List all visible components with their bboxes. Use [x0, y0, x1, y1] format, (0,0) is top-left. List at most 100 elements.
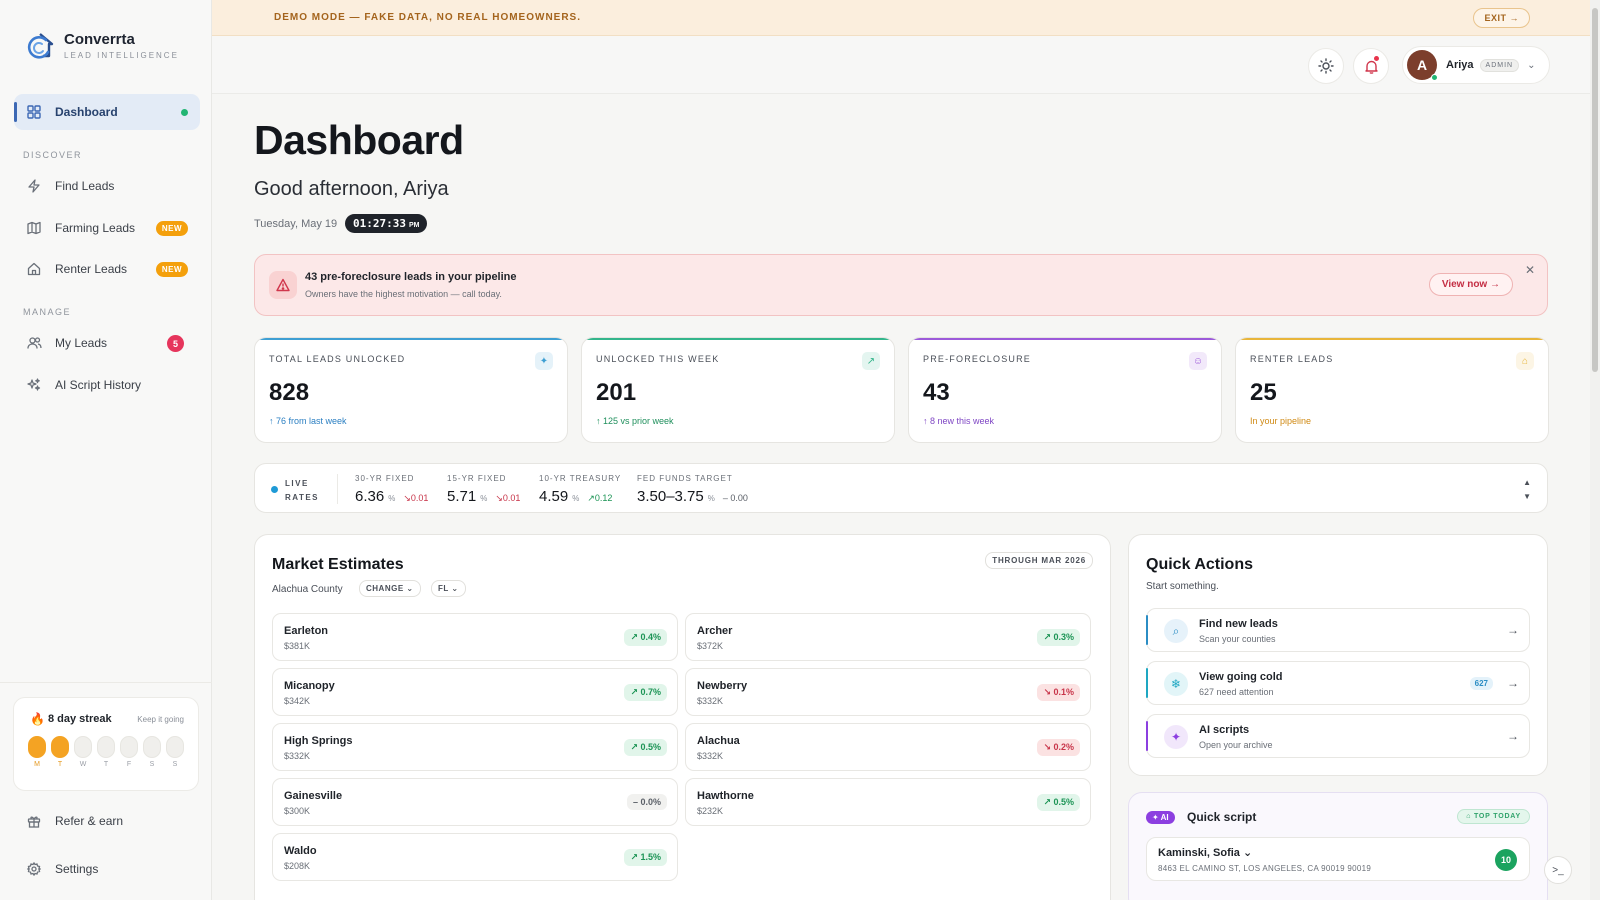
quick-action-accent	[1146, 721, 1148, 751]
section-label-discover: DISCOVER	[23, 150, 83, 160]
sidebar-item-my-leads[interactable]: My Leads 5	[14, 325, 200, 361]
market-estimates-card: Market Estimates Alachua County CHANGE ⌄…	[254, 534, 1111, 900]
notifications-button[interactable]	[1353, 48, 1389, 84]
stat-value: 25	[1250, 379, 1277, 406]
app-logo[interactable]: Converrta LEAD INTELLIGENCE	[24, 30, 179, 62]
user-menu[interactable]: A Ariya ADMIN ⌄	[1402, 46, 1550, 84]
quick-action-item[interactable]: ✦ AI scripts Open your archive →	[1146, 714, 1530, 758]
stat-accent-bar	[582, 338, 894, 340]
streak-card: 🔥 8 day streak Keep it going M T W T F S S	[13, 697, 199, 791]
rate-unit: %	[480, 494, 488, 503]
quick-action-item[interactable]: ❄ View going cold 627 need attention → 627	[1146, 661, 1530, 705]
market-city-name: High Springs	[284, 735, 353, 747]
alert-subtitle: Owners have the highest motivation — cal…	[305, 289, 502, 299]
demo-banner: DEMO MODE — FAKE DATA, NO REAL HOMEOWNER…	[212, 0, 1590, 36]
live-indicator-dot	[271, 486, 278, 493]
bell-icon	[1364, 60, 1378, 74]
market-item[interactable]: Waldo $208K ↗ 1.5%	[272, 833, 678, 881]
market-item[interactable]: High Springs $332K ↗ 0.5%	[272, 723, 678, 771]
search-icon: ⌕	[1164, 619, 1188, 643]
market-change-badge: ↗ 0.4%	[624, 629, 667, 646]
sidebar-item-renter-leads[interactable]: Renter Leads NEW	[14, 251, 200, 287]
quick-action-subtitle: 627 need attention	[1199, 687, 1274, 697]
sidebar-item-settings[interactable]: Settings	[14, 851, 200, 887]
market-city-name: Waldo	[284, 845, 317, 857]
role-badge: ADMIN	[1479, 58, 1520, 72]
sidebar-item-label: Find Leads	[55, 179, 115, 193]
market-city-price: $300K	[284, 806, 311, 816]
market-item[interactable]: Hawthorne $232K ↗ 0.5%	[685, 778, 1091, 826]
streak-day: T	[51, 736, 69, 768]
rate-line: 4.59% ↗0.12	[539, 488, 621, 505]
rate-item: 10-YR TREASURY 4.59% ↗0.12	[539, 474, 621, 505]
market-item[interactable]: Alachua $332K ↘ 0.2%	[685, 723, 1091, 771]
sparkles-icon: ✦	[1164, 725, 1188, 749]
scrollbar[interactable]	[1590, 0, 1600, 900]
app-tagline: LEAD INTELLIGENCE	[64, 51, 179, 60]
streak-day: W	[74, 736, 92, 768]
stat-icon: ☺	[1189, 352, 1207, 370]
sidebar-item-find-leads[interactable]: Find Leads	[14, 168, 200, 204]
market-item[interactable]: Archer $372K ↗ 0.3%	[685, 613, 1091, 661]
market-change-badge: ↗ 1.5%	[624, 849, 667, 866]
arrow-right-icon: →	[1507, 676, 1519, 690]
view-now-button[interactable]: View now →	[1428, 273, 1513, 296]
quick-action-title: Find new leads	[1199, 618, 1278, 630]
streak-pill	[120, 736, 138, 758]
live-rates-label: LIVE RATES	[285, 477, 319, 505]
change-select[interactable]: CHANGE ⌄	[359, 580, 421, 597]
stat-label: TOTAL LEADS UNLOCKED	[269, 354, 406, 364]
market-item[interactable]: Earleton $381K ↗ 0.4%	[272, 613, 678, 661]
lead-name: Kaminski, Sofia ⌄	[1158, 847, 1253, 859]
map-icon	[26, 220, 42, 236]
market-item[interactable]: Gainesville $300K – 0.0%	[272, 778, 678, 826]
market-item[interactable]: Newberry $332K ↘ 0.1%	[685, 668, 1091, 716]
chevron-down-icon: ⌄	[1527, 59, 1536, 71]
state-select[interactable]: FL ⌄	[431, 580, 466, 597]
script-lead-select[interactable]: Kaminski, Sofia ⌄ 8463 EL CAMINO ST, LOS…	[1146, 837, 1530, 881]
chevron-up-icon[interactable]: ▲	[1523, 478, 1531, 487]
stat-subtext: In your pipeline	[1250, 416, 1312, 426]
live-rates-bar: LIVE RATES 30-YR FIXED 6.36% ↘0.01 15-YR FI…	[254, 463, 1548, 513]
stat-accent-bar	[1236, 338, 1548, 340]
market-item[interactable]: Micanopy $342K ↗ 0.7%	[272, 668, 678, 716]
quick-action-accent	[1146, 615, 1148, 645]
sidebar: Converrta LEAD INTELLIGENCE Dashboard DI…	[0, 0, 212, 900]
stat-card-renter-leads[interactable]: RENTER LEADS 25 In your pipeline ⌂	[1235, 337, 1549, 443]
streak-day-letter: S	[149, 761, 155, 768]
arrow-right-icon: →	[1507, 729, 1519, 743]
rates-scroll-control[interactable]: ▲ ▼	[1523, 476, 1531, 504]
theme-toggle-button[interactable]	[1308, 48, 1344, 84]
sidebar-item-refer-earn[interactable]: Refer & earn	[14, 803, 200, 839]
stat-subtext: ↑ 8 new this week	[923, 416, 995, 426]
gear-icon	[26, 861, 42, 877]
quick-action-item[interactable]: ⌕ Find new leads Scan your counties →	[1146, 608, 1530, 652]
avatar-initial: A	[1416, 57, 1428, 73]
close-icon[interactable]: ✕	[1524, 263, 1535, 277]
scrollbar-thumb[interactable]	[1592, 8, 1598, 372]
chevron-down-icon[interactable]: ▼	[1523, 492, 1531, 501]
stat-label: PRE-FORECLOSURE	[923, 354, 1032, 364]
streak-pill	[74, 736, 92, 758]
sidebar-item-ai-script-history[interactable]: AI Script History	[14, 367, 200, 403]
market-city-price: $208K	[284, 861, 311, 871]
lead-score-badge: 10	[1495, 849, 1517, 871]
stat-card-total-leads[interactable]: TOTAL LEADS UNLOCKED 828 ↑ 76 from last we…	[254, 337, 568, 443]
sidebar-item-farming-leads[interactable]: Farming Leads NEW	[14, 210, 200, 246]
sidebar-item-label: Refer & earn	[55, 814, 124, 828]
stat-card-pre-foreclosure[interactable]: PRE-FORECLOSURE 43 ↑ 8 new this week ☺	[908, 337, 1222, 443]
sidebar-item-dashboard[interactable]: Dashboard	[14, 94, 200, 130]
stat-card-this-week[interactable]: UNLOCKED THIS WEEK 201 ↑ 125 vs prior week…	[581, 337, 895, 443]
terminal-icon[interactable]: >_	[1544, 856, 1572, 884]
new-badge: NEW	[155, 221, 188, 236]
streak-pill	[97, 736, 115, 758]
flame-icon: 🔥	[30, 712, 45, 726]
rate-change: ↗0.12	[587, 493, 613, 503]
exit-demo-button[interactable]: EXIT →	[1473, 8, 1530, 28]
streak-day: T	[97, 736, 115, 768]
rate-unit: %	[388, 494, 396, 503]
streak-day-letter: M	[34, 761, 40, 768]
rate-change: ↘0.01	[403, 493, 429, 503]
lead-address: 8463 EL CAMINO ST, LOS ANGELES, CA 90019…	[1158, 864, 1372, 873]
pre-foreclosure-alert: 43 pre-foreclosure leads in your pipelin…	[254, 254, 1548, 316]
